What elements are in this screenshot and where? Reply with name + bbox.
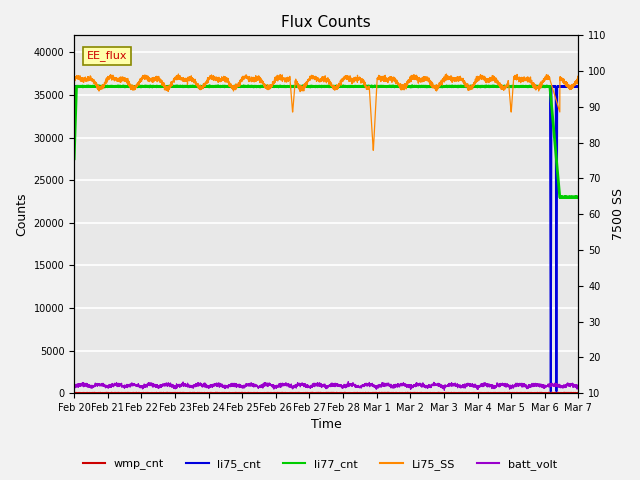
Title: Flux Counts: Flux Counts [282, 15, 371, 30]
Legend: wmp_cnt, li75_cnt, li77_cnt, Li75_SS, batt_volt: wmp_cnt, li75_cnt, li77_cnt, Li75_SS, ba… [78, 455, 562, 474]
Y-axis label: Counts: Counts [15, 192, 28, 236]
Text: EE_flux: EE_flux [87, 50, 127, 61]
Y-axis label: 7500 SS: 7500 SS [612, 188, 625, 240]
X-axis label: Time: Time [311, 419, 342, 432]
